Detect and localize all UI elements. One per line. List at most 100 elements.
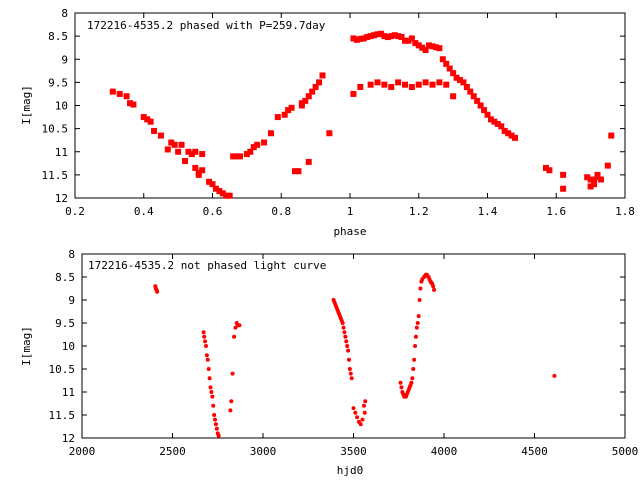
data-point xyxy=(410,376,415,381)
data-point xyxy=(422,47,429,53)
data-point xyxy=(402,37,408,44)
data-point xyxy=(214,426,219,431)
data-point xyxy=(281,111,288,118)
data-point xyxy=(450,93,457,100)
data-point xyxy=(542,164,549,171)
x-tick-label: 3000 xyxy=(250,445,277,458)
data-point xyxy=(501,127,508,134)
data-point xyxy=(351,406,356,411)
data-point xyxy=(418,286,423,291)
y-tick-label: 8.5 xyxy=(48,30,68,43)
data-point xyxy=(412,40,419,47)
data-point xyxy=(604,162,611,169)
data-point xyxy=(116,90,123,97)
x-tick-label: 0.2 xyxy=(65,205,85,218)
data-point xyxy=(512,134,518,141)
y-tick-label: 10.5 xyxy=(49,363,76,376)
data-point xyxy=(309,88,316,95)
data-point xyxy=(398,380,403,385)
data-point xyxy=(127,100,133,107)
data-point xyxy=(237,323,242,328)
x-tick-label: 1 xyxy=(347,205,354,218)
data-point xyxy=(316,79,323,86)
y-tick-label: 11.5 xyxy=(49,409,76,422)
data-point xyxy=(209,181,216,188)
unphased-light-curve-panel: 172216-4535.2 not phased light curve hjd… xyxy=(20,248,638,477)
data-point xyxy=(422,79,429,86)
data-point xyxy=(347,367,352,371)
y-tick-label: 11.5 xyxy=(42,169,69,182)
data-point xyxy=(436,45,443,52)
x-tick-label: 0.8 xyxy=(271,205,291,218)
y-tick-label: 9 xyxy=(61,53,68,66)
y-tick-label: 8.5 xyxy=(55,271,75,284)
data-point xyxy=(346,348,351,353)
y-tick-label: 12 xyxy=(62,432,75,445)
y-tick-label: 9.5 xyxy=(48,76,68,89)
data-point xyxy=(285,107,292,114)
x-tick-label: 0.4 xyxy=(134,205,154,218)
data-point xyxy=(439,56,446,63)
data-point xyxy=(353,410,358,415)
data-point xyxy=(168,139,175,146)
data-point xyxy=(594,171,601,178)
data-point xyxy=(346,357,351,362)
data-point xyxy=(360,417,365,422)
data-point xyxy=(436,79,443,86)
data-point xyxy=(546,167,553,174)
data-point xyxy=(357,35,364,42)
data-point xyxy=(350,35,357,42)
data-point xyxy=(374,79,381,86)
data-point xyxy=(446,65,453,72)
data-point xyxy=(109,88,116,95)
y-tick-label: 10.5 xyxy=(42,123,69,136)
data-point xyxy=(233,325,238,330)
data-point xyxy=(391,32,398,39)
data-point xyxy=(411,367,416,371)
data-point xyxy=(457,77,463,84)
data-point xyxy=(247,148,254,155)
data-point xyxy=(208,385,213,390)
data-point xyxy=(319,72,326,79)
data-point xyxy=(207,376,212,381)
y-axis-label: I[mag] xyxy=(20,85,33,125)
data-point xyxy=(371,32,378,39)
data-point xyxy=(587,183,594,190)
data-point xyxy=(494,121,501,127)
data-point xyxy=(226,192,233,199)
y-tick-label: 8 xyxy=(61,7,68,20)
data-point xyxy=(384,34,391,41)
data-point xyxy=(250,144,257,151)
data-point xyxy=(254,141,261,148)
data-point xyxy=(364,34,371,41)
chart-title: 172216-4535.2 phased with P=259.7day xyxy=(87,19,326,32)
data-point xyxy=(216,433,221,438)
data-point xyxy=(560,171,567,178)
data-point xyxy=(305,93,312,100)
x-axis-label: phase xyxy=(333,225,366,238)
data-point xyxy=(212,413,217,417)
x-tick-label: 2000 xyxy=(69,445,96,458)
data-point xyxy=(192,148,199,155)
data-point xyxy=(432,44,439,51)
data-points xyxy=(153,272,557,438)
data-point xyxy=(343,334,348,339)
data-point xyxy=(348,371,353,376)
data-point xyxy=(463,84,470,90)
x-tick-label: 1.8 xyxy=(615,205,635,218)
data-point xyxy=(474,97,481,104)
plot-frame xyxy=(81,253,626,439)
data-point xyxy=(429,43,436,50)
y-tick-label: 9.5 xyxy=(55,317,75,330)
data-point xyxy=(414,325,419,330)
data-point xyxy=(395,33,402,40)
axis-ticks: 2000 2500 3000 3500 4000 4500 5000 8 8.5 9 9.5 10 10… xyxy=(49,248,639,458)
data-point xyxy=(261,139,268,146)
data-point xyxy=(360,35,367,42)
y-tick-label: 10 xyxy=(55,100,68,113)
axis-ticks: 0.2 0.4 0.6 0.8 1 1.2 1.4 1.6 1.8 8 8.5 9 9.5 10 10.5 1… xyxy=(42,7,635,218)
data-point xyxy=(130,101,137,108)
data-point xyxy=(340,321,345,325)
data-point xyxy=(302,97,309,104)
data-point xyxy=(216,188,223,195)
